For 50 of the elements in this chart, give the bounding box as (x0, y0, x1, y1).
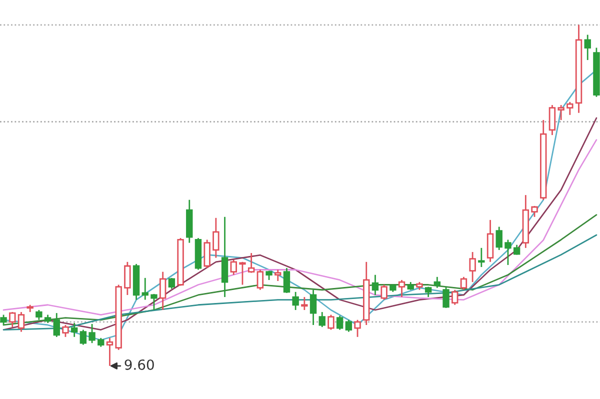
candlestick (513, 244, 520, 256)
candlestick (106, 337, 114, 367)
candlestick (548, 104, 556, 136)
candlestick (124, 261, 131, 296)
candlestick (80, 329, 87, 346)
candlestick (9, 311, 16, 328)
candlestick (434, 276, 441, 289)
annotation: 9.60 (124, 359, 154, 370)
candlestick (274, 269, 282, 282)
candlestick (212, 217, 220, 259)
candlestick (452, 289, 458, 306)
candlestick (584, 34, 591, 61)
candlestick (318, 311, 326, 328)
candlestick (310, 289, 317, 326)
candlestick (283, 267, 290, 294)
candlestick (566, 101, 574, 116)
candlestick (442, 286, 450, 309)
candlestick (142, 277, 148, 300)
candlestick (256, 269, 264, 291)
candlestick (486, 219, 494, 263)
candlestick (372, 274, 379, 296)
candlestick (292, 291, 299, 311)
candlestick (150, 293, 158, 311)
candlestick (88, 323, 96, 344)
candlestick (478, 247, 485, 268)
candlestick (204, 239, 210, 269)
candlestick (53, 312, 60, 338)
candlestick (531, 205, 538, 218)
candlestick (36, 309, 42, 321)
candlestick (558, 104, 564, 121)
candlestick (239, 261, 246, 286)
candlestick (230, 259, 237, 276)
candlestick (496, 226, 502, 251)
candlestick (460, 276, 468, 291)
candlestick (354, 319, 361, 338)
candlestick (62, 324, 69, 338)
candlestick (398, 279, 406, 298)
candlestick (159, 271, 166, 311)
candlestick (18, 311, 25, 333)
candlestick (328, 314, 334, 330)
candlestick (0, 314, 7, 326)
candlestick (301, 296, 308, 311)
candlestick (504, 239, 512, 266)
candlestick (336, 315, 344, 330)
candlestick (168, 277, 176, 290)
candlestick (70, 322, 78, 338)
candlestick (345, 319, 352, 333)
candlestick (469, 251, 476, 283)
candlestick (380, 284, 388, 300)
candlestick (248, 252, 255, 274)
